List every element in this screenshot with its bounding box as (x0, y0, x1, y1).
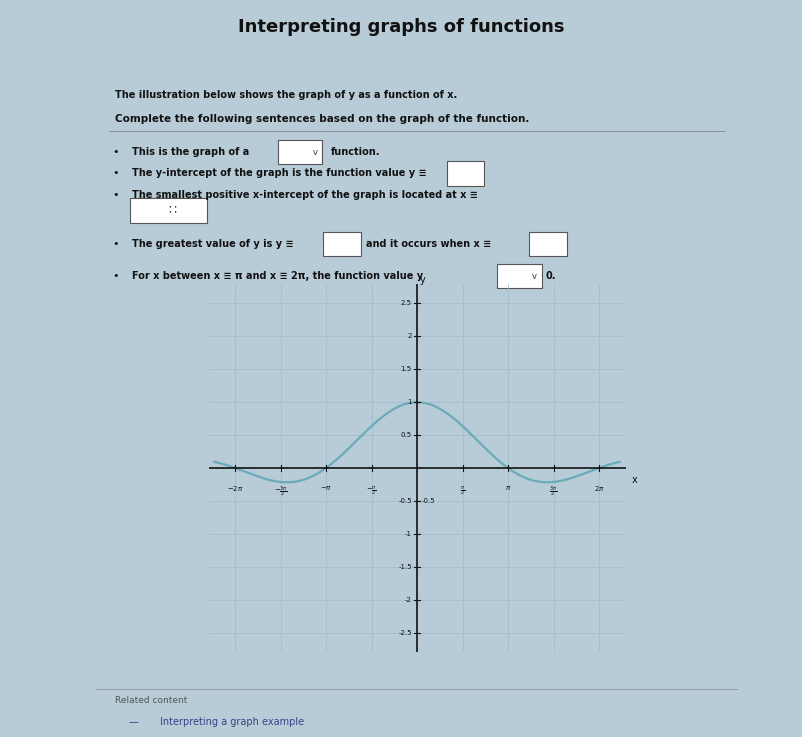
FancyBboxPatch shape (529, 232, 566, 256)
Text: $\frac{3\pi}{2}$: $\frac{3\pi}{2}$ (549, 484, 557, 499)
Text: $-\frac{\pi}{2}$: $-\frac{\pi}{2}$ (366, 484, 377, 497)
Text: The y-intercept of the graph is the function value y ≡: The y-intercept of the graph is the func… (132, 169, 426, 178)
Text: $\pi$: $\pi$ (505, 484, 511, 492)
Text: The greatest value of y is y ≡: The greatest value of y is y ≡ (132, 239, 294, 249)
Text: v: v (313, 147, 318, 157)
Text: The illustration below shows the graph of y as a function of x.: The illustration below shows the graph o… (115, 90, 458, 99)
Text: —: — (128, 717, 138, 727)
Text: x: x (631, 475, 637, 485)
Text: -1.5: -1.5 (399, 564, 412, 570)
Text: Interpreting a graph example: Interpreting a graph example (160, 717, 305, 727)
Text: $\frac{\pi}{2}$: $\frac{\pi}{2}$ (460, 484, 465, 497)
Text: 0.5: 0.5 (401, 432, 412, 438)
Text: and it occurs when x ≡: and it occurs when x ≡ (366, 239, 491, 249)
Text: 1: 1 (407, 399, 412, 405)
Text: 1.5: 1.5 (401, 366, 412, 372)
Text: $-2\pi$: $-2\pi$ (227, 484, 243, 494)
Text: •: • (112, 271, 119, 281)
Text: -2.5: -2.5 (399, 629, 412, 635)
FancyBboxPatch shape (277, 140, 322, 164)
Text: ∷: ∷ (168, 204, 176, 217)
FancyBboxPatch shape (497, 264, 541, 288)
Text: 0.: 0. (545, 271, 556, 281)
Text: •: • (112, 169, 119, 178)
Text: 2.5: 2.5 (401, 301, 412, 307)
Text: The smallest positive x-intercept of the graph is located at x ≡: The smallest positive x-intercept of the… (132, 189, 477, 200)
Text: -0.5: -0.5 (399, 498, 412, 504)
Text: Complete the following sentences based on the graph of the function.: Complete the following sentences based o… (115, 114, 530, 124)
Text: •: • (112, 189, 119, 200)
Text: y: y (419, 276, 425, 285)
Text: -1: -1 (405, 531, 412, 537)
Text: function.: function. (330, 147, 380, 157)
Text: Related content: Related content (115, 696, 188, 705)
Text: $-\frac{3\pi}{2}$: $-\frac{3\pi}{2}$ (273, 484, 288, 499)
Text: 2: 2 (407, 333, 412, 339)
Text: -0.5: -0.5 (421, 498, 435, 504)
Text: Interpreting graphs of functions: Interpreting graphs of functions (237, 18, 565, 35)
Text: For x between x ≡ π and x ≡ 2π, the function value y: For x between x ≡ π and x ≡ 2π, the func… (132, 271, 423, 281)
Text: •: • (112, 239, 119, 249)
Text: This is the graph of a: This is the graph of a (132, 147, 249, 157)
FancyBboxPatch shape (130, 198, 207, 223)
Text: $-\pi$: $-\pi$ (320, 484, 332, 492)
Text: -2: -2 (405, 597, 412, 603)
FancyBboxPatch shape (322, 232, 361, 256)
Text: v: v (531, 272, 537, 281)
FancyBboxPatch shape (447, 161, 484, 186)
Text: •: • (112, 147, 119, 157)
Text: $2\pi$: $2\pi$ (593, 484, 605, 494)
